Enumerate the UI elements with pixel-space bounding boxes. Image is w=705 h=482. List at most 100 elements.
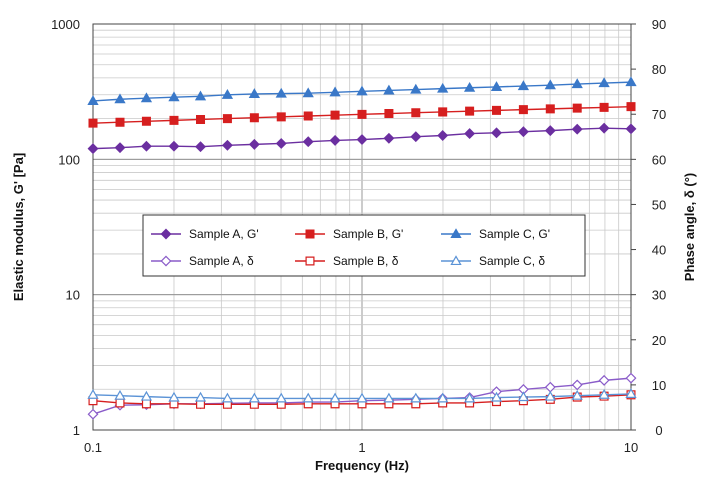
data-point [221, 88, 234, 99]
data-point [141, 116, 151, 126]
legend-label: Sample C, G' [479, 227, 550, 241]
data-point [437, 392, 449, 403]
y-left-tick-label: 1000 [51, 17, 80, 32]
data-point [544, 79, 556, 90]
data-point [625, 123, 637, 135]
data-point [275, 138, 287, 149]
legend-entry: Sample B, G' [295, 227, 403, 241]
data-point [275, 392, 287, 403]
y-right-tick-label: 70 [652, 107, 666, 122]
x-tick-label: 1 [358, 440, 365, 455]
data-point [140, 92, 153, 103]
series-sample-c-g- [87, 76, 637, 106]
series-sample-a-g- [87, 122, 637, 155]
data-point [572, 103, 582, 113]
y-right-tick-label: 10 [652, 378, 666, 393]
data-point [571, 123, 583, 135]
y-right-axis-title: Phase angle, δ (°) [682, 173, 697, 281]
data-point [625, 388, 637, 398]
data-point [383, 132, 395, 144]
data-point [491, 105, 501, 115]
data-point [411, 108, 421, 118]
legend-entry: Sample C, G' [441, 227, 550, 241]
data-point [599, 102, 609, 112]
data-point [222, 114, 232, 124]
data-point [302, 87, 314, 98]
data-point [195, 141, 206, 153]
data-point [598, 122, 610, 134]
legend-label: Sample C, δ [479, 254, 545, 268]
legend-entry: Sample C, δ [441, 254, 545, 268]
legend-entry: Sample A, δ [151, 254, 254, 268]
data-point [88, 118, 98, 128]
data-point [221, 139, 233, 151]
data-point [194, 391, 207, 402]
data-point [141, 399, 151, 409]
series-sample-c- [87, 388, 637, 403]
data-point [115, 117, 125, 127]
data-point [626, 102, 636, 112]
data-point [491, 127, 502, 139]
legend-swatch-marker [305, 229, 315, 239]
tick-layer: 0.1 1 10 1 10 100 1000 0 10 20 30 40 50 60 70 80 90 [51, 17, 666, 455]
data-point [463, 392, 476, 403]
data-point [356, 85, 368, 96]
data-point [114, 142, 126, 154]
y-left-tick-label: 100 [58, 152, 80, 167]
data-point [545, 104, 555, 114]
data-point [518, 105, 528, 115]
legend-label: Sample B, δ [333, 254, 399, 268]
data-point [87, 95, 99, 106]
legend-swatch-marker [305, 256, 315, 266]
data-point [463, 81, 476, 92]
data-point [625, 76, 637, 87]
data-point [169, 115, 179, 125]
data-point [168, 140, 180, 152]
y-right-tick-label: 80 [652, 62, 666, 77]
data-point [140, 140, 152, 152]
data-point [544, 125, 556, 137]
data-point [517, 391, 530, 402]
data-point [490, 81, 503, 91]
y-left-tick-label: 1 [73, 423, 80, 438]
data-point [115, 398, 125, 408]
data-point [87, 408, 99, 420]
data-point [598, 389, 610, 399]
data-point [517, 126, 529, 138]
data-point [248, 88, 261, 99]
data-point [465, 106, 475, 116]
data-point [194, 90, 207, 101]
data-point [356, 134, 368, 146]
data-point [275, 87, 287, 98]
y-right-tick-label: 90 [652, 17, 666, 32]
series-layer [87, 76, 637, 420]
legend: Sample A, G' Sample B, G' Sample C, G' Samp… [142, 214, 586, 277]
data-point [464, 128, 476, 140]
data-point [571, 78, 583, 89]
data-point [114, 93, 126, 104]
data-point [437, 130, 449, 141]
data-point [329, 392, 341, 403]
legend-label: Sample B, G' [333, 227, 403, 241]
legend-swatch-marker [160, 255, 172, 267]
data-point [168, 91, 180, 102]
legend-label: Sample A, δ [189, 254, 254, 268]
y-right-tick-label: 20 [652, 333, 666, 348]
data-point [517, 80, 530, 91]
legend-entry: Sample A, G' [151, 227, 259, 241]
y-left-axis-title: Elastic modulus, G' [Pa] [11, 153, 26, 301]
data-point [196, 114, 206, 124]
y-right-tick-label: 50 [652, 197, 666, 212]
data-point [410, 131, 422, 143]
y-right-tick-label: 0 [655, 423, 662, 438]
data-point [598, 77, 610, 88]
data-point [437, 82, 449, 93]
legend-entry: Sample B, δ [295, 254, 399, 268]
data-point [114, 389, 126, 400]
y-right-tick-label: 60 [652, 152, 666, 167]
x-tick-label: 0.1 [84, 440, 102, 455]
data-point [248, 392, 261, 403]
legend-swatch-marker [160, 228, 172, 240]
legend-box [142, 214, 586, 277]
